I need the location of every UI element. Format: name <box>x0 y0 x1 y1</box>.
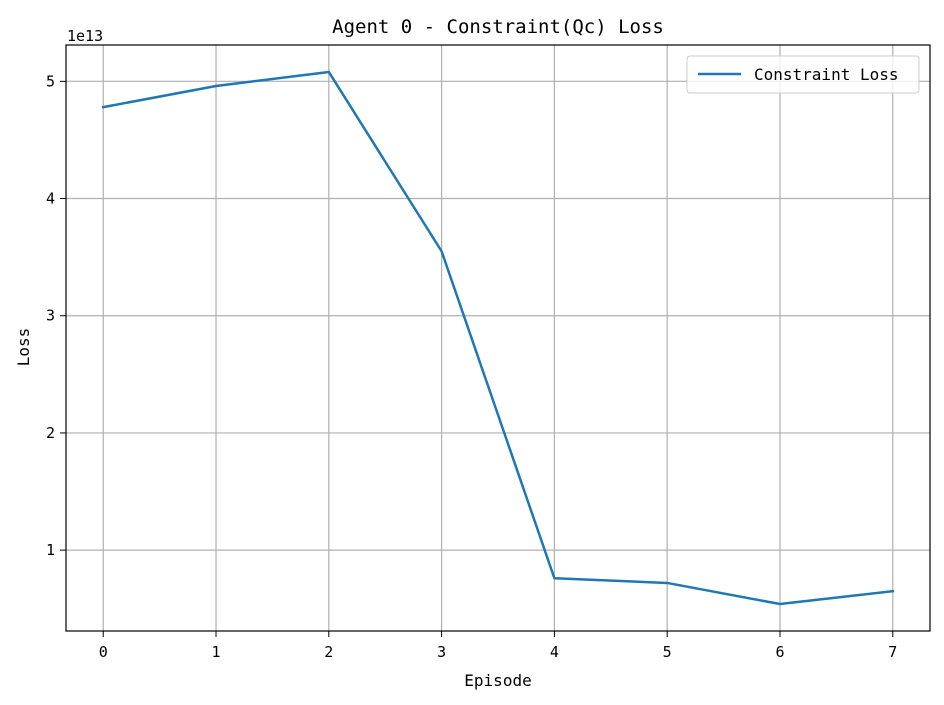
grid <box>66 45 930 631</box>
legend: Constraint Loss <box>686 55 920 94</box>
x-tick-label: 2 <box>324 643 333 661</box>
x-tick-label: 3 <box>437 643 446 661</box>
y-tick-label: 1 <box>46 541 55 559</box>
y-tick-label: 2 <box>46 424 55 442</box>
y-tick-label: 4 <box>46 190 55 208</box>
x-tick-label: 6 <box>775 643 784 661</box>
axis-ticks: 0 1 2 3 4 5 6 7 1 2 3 4 5 <box>46 72 897 661</box>
series-line <box>101 70 895 606</box>
x-tick-label: 7 <box>888 643 897 661</box>
x-tick-label: 1 <box>212 643 221 661</box>
x-tick-label: 5 <box>663 643 672 661</box>
y-axis-label: Loss <box>14 328 33 367</box>
x-tick-label: 4 <box>550 643 559 661</box>
legend-label: Constraint Loss <box>754 65 899 84</box>
plot-frame <box>65 44 931 632</box>
y-tick-label: 5 <box>46 72 55 90</box>
series-layer <box>101 70 895 606</box>
y-offset-text: 1e13 <box>67 27 103 45</box>
y-tick-label: 3 <box>46 307 55 325</box>
legend-box <box>686 55 920 94</box>
x-axis-label: Episode <box>464 671 531 690</box>
chart-title: Agent 0 - Constraint(Qc) Loss <box>332 16 664 38</box>
x-tick-label: 0 <box>99 643 108 661</box>
